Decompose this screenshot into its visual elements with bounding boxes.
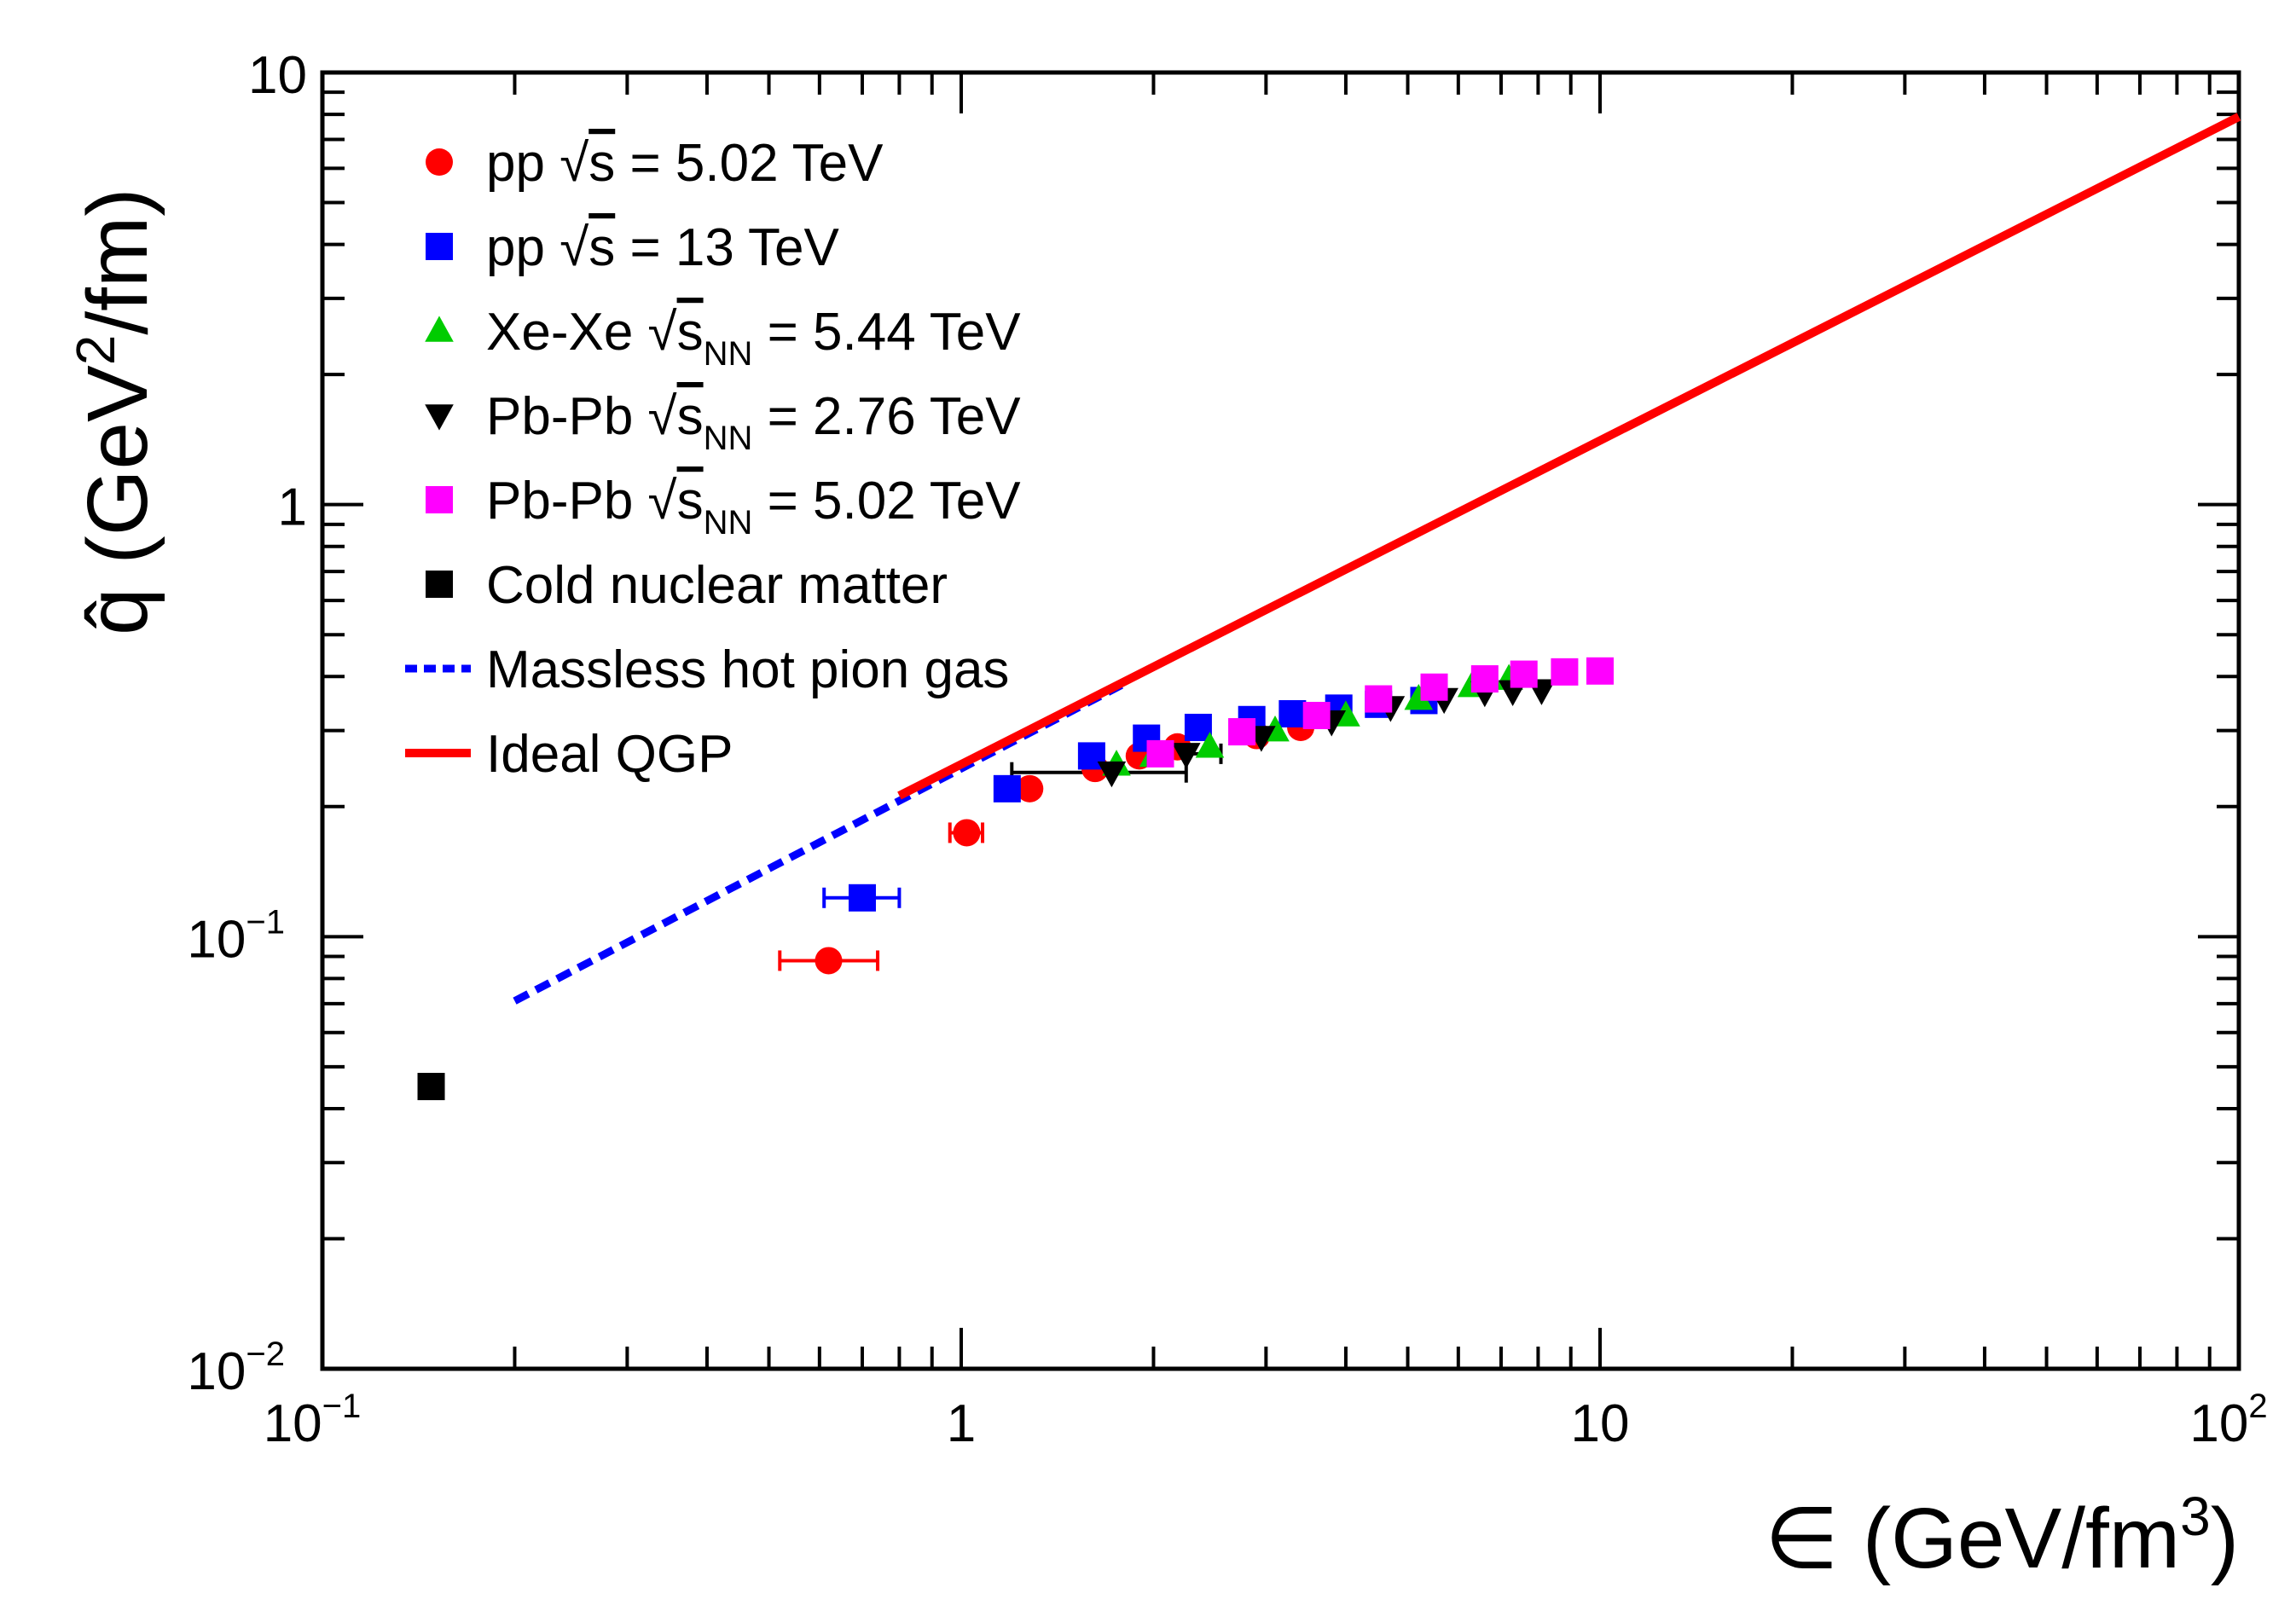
data-point bbox=[1016, 774, 1044, 802]
legend-marker bbox=[426, 148, 453, 176]
data-point bbox=[1586, 657, 1614, 685]
legend-label: pp √s = 13 TeV bbox=[486, 218, 839, 277]
plot-frame bbox=[320, 70, 2241, 1371]
data-point bbox=[1278, 699, 1307, 727]
y-tick-label: 1 bbox=[278, 478, 307, 537]
data-point bbox=[1420, 673, 1448, 701]
x-tick-label: 10−1 bbox=[264, 1388, 362, 1453]
x-tick-label: 10 bbox=[1571, 1394, 1630, 1453]
data-point bbox=[1171, 743, 1201, 769]
data-point bbox=[953, 819, 981, 847]
legend-label: Pb-Pb √sNN = 2.76 TeV bbox=[486, 387, 1021, 457]
data-point bbox=[815, 947, 843, 975]
data-point bbox=[1228, 718, 1256, 746]
x-tick-label: 102 bbox=[2189, 1388, 2267, 1453]
x-tick-label: 1 bbox=[947, 1394, 976, 1453]
legend-label: Cold nuclear matter bbox=[486, 556, 948, 615]
ideal-qgp-curve bbox=[897, 113, 2241, 800]
y-tick-label: 10−2 bbox=[187, 1336, 285, 1401]
data-point bbox=[848, 884, 876, 912]
data-point bbox=[1470, 665, 1499, 693]
data-point bbox=[1551, 658, 1579, 686]
data-point bbox=[417, 1073, 445, 1101]
legend-label: Massless hot pion gas bbox=[486, 640, 1009, 699]
data-point bbox=[1195, 732, 1225, 758]
data-point bbox=[1302, 701, 1331, 729]
legend-label: pp √s = 5.02 TeV bbox=[486, 134, 884, 193]
data-point bbox=[1365, 685, 1393, 713]
data-point bbox=[1510, 660, 1538, 688]
legend-label: Ideal QGP bbox=[486, 725, 733, 784]
legend-label: Pb-Pb √sNN = 5.02 TeV bbox=[486, 472, 1021, 542]
legend: pp √s = 5.02 TeV pp √s = 13 TeV Xe-Xe √sNN… bbox=[405, 134, 1021, 784]
legend-marker bbox=[426, 233, 453, 260]
data-point bbox=[1146, 739, 1174, 768]
data-point bbox=[993, 774, 1021, 802]
axis-ticks bbox=[321, 72, 2239, 1370]
y-tick-label: 10 bbox=[248, 46, 307, 105]
y-tick-label: 10−1 bbox=[187, 903, 285, 969]
legend-marker bbox=[426, 486, 453, 513]
y-axis-title: q̂ (GeV2/fm) bbox=[65, 188, 165, 635]
legend-marker bbox=[426, 571, 453, 598]
legend-marker bbox=[425, 404, 454, 431]
legend-label: Xe-Xe √sNN = 5.44 TeV bbox=[486, 303, 1021, 373]
data-point bbox=[1404, 683, 1434, 710]
data-point bbox=[1097, 761, 1127, 788]
theory-curves bbox=[513, 113, 2241, 1005]
x-axis-title: ∈ (GeV/fm3) bbox=[1765, 1486, 2239, 1586]
data-markers bbox=[417, 657, 1614, 1101]
pion-gas-curve bbox=[513, 680, 1127, 1005]
legend-marker bbox=[425, 316, 454, 342]
